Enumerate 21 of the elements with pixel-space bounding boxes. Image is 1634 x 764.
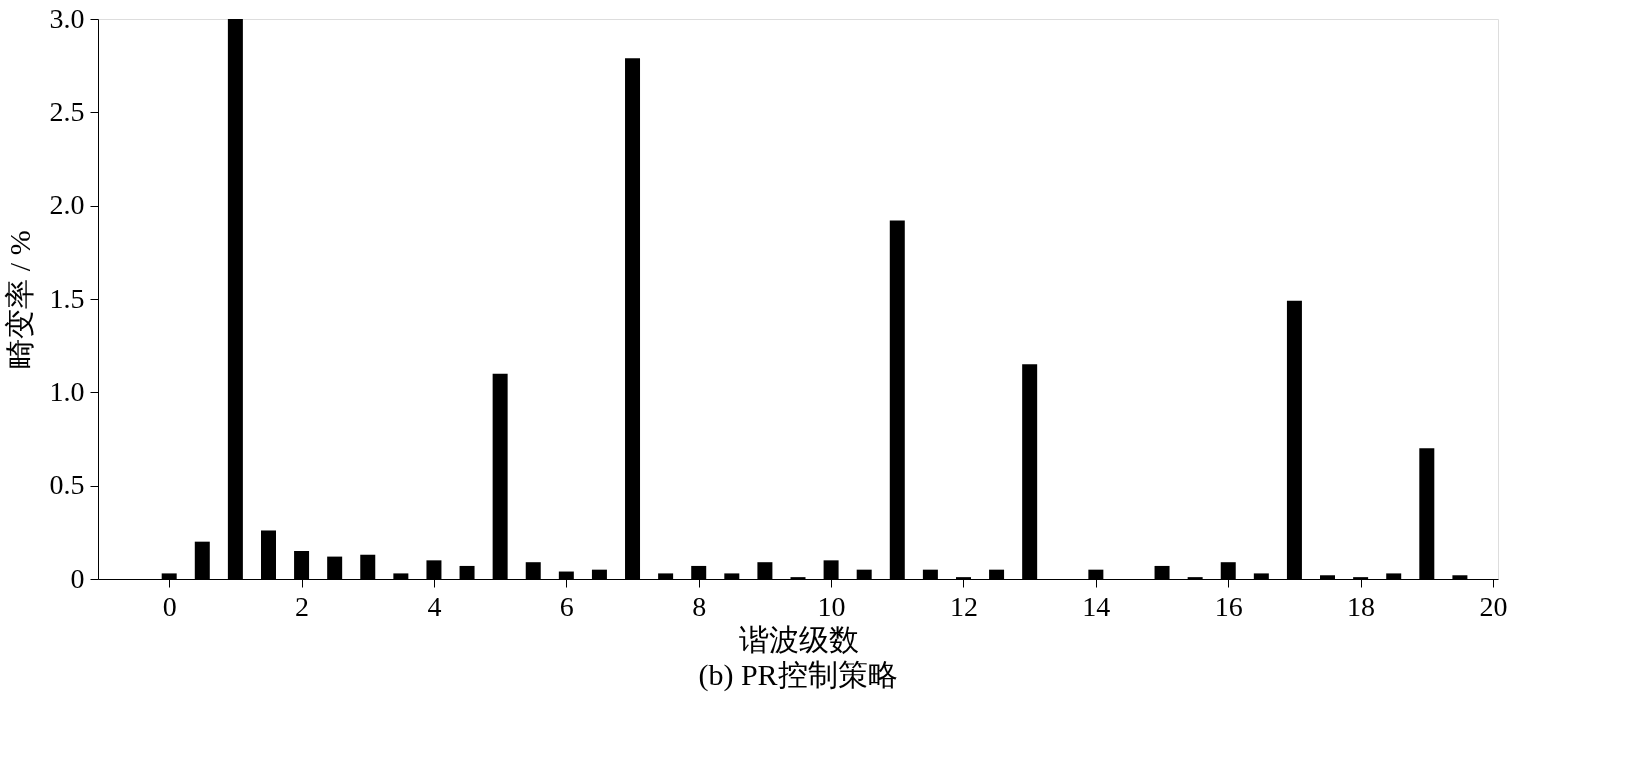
x-axis-title: 谐波级数: [738, 622, 859, 656]
y-tick-label: 2.5: [49, 95, 85, 127]
y-tick-label: 0: [70, 562, 85, 594]
y-axis-title: 畸变率 / %: [2, 230, 36, 369]
x-tick-label: 14: [1082, 590, 1111, 622]
x-tick-label: 20: [1479, 590, 1508, 622]
y-tick-label: 3.0: [49, 2, 85, 34]
y-tick-label: 1.5: [49, 282, 85, 314]
x-tick-label: 12: [949, 590, 978, 622]
x-tick-label: 6: [559, 590, 574, 622]
x-tick-label: 4: [427, 590, 442, 622]
x-tick-label: 18: [1347, 590, 1376, 622]
x-tick-label: 8: [692, 590, 707, 622]
y-tick-label: 1.0: [49, 375, 85, 407]
x-tick-label: 2: [295, 590, 310, 622]
text: (b) PR控制策略: [698, 658, 898, 692]
x-tick-label: 0: [162, 590, 177, 622]
y-tick-label: 2.0: [49, 189, 85, 221]
y-tick-label: 0.5: [49, 469, 85, 501]
x-tick-label: 10: [817, 590, 846, 622]
x-tick-label: 16: [1214, 590, 1243, 622]
